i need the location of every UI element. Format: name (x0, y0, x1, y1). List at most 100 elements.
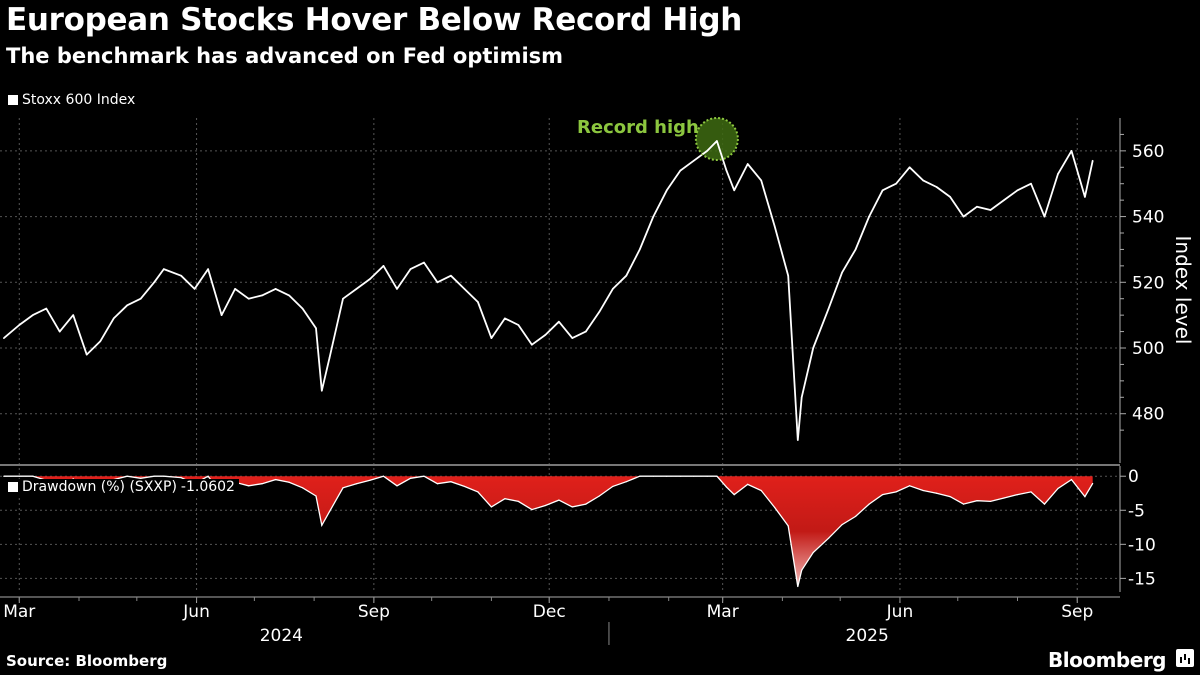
drawdown-point (841, 523, 843, 526)
legend-label: Stoxx 600 Index (22, 92, 136, 108)
stoxx-600-point (315, 327, 317, 330)
stoxx-600-point (1057, 173, 1059, 175)
stoxx-600-point (895, 182, 897, 185)
y-axis-label: Index level (1171, 236, 1195, 345)
stoxx-600-point (665, 189, 668, 192)
axes-layer: 480 500 520 540 560 0 -5 -10 -15 Index level Mar Ju… (0, 118, 1195, 646)
stoxx-600-point (139, 297, 142, 300)
drawdown-point (1084, 496, 1086, 498)
stoxx-600-point (746, 163, 749, 165)
stoxx-600-point (180, 274, 182, 277)
stoxx-600-point (112, 317, 115, 320)
y-tick-label: 480 (1132, 405, 1164, 425)
stoxx-600-point (989, 209, 992, 211)
legend-label: Drawdown (%) (SXXP) (22, 479, 177, 495)
drawdown-point (1043, 503, 1046, 505)
legend-value: -1.0602 (180, 479, 235, 495)
drawdown-point (612, 485, 614, 488)
drawdown-point (396, 485, 398, 487)
stoxx-600-point (463, 288, 466, 290)
stoxx-600-point (18, 324, 21, 326)
drawdown-point (908, 485, 911, 487)
drawdown-point (706, 475, 708, 477)
stoxx-600-point (342, 297, 344, 300)
stoxx-600-point (962, 215, 965, 218)
dd-y-tick-label: -5 (1128, 501, 1145, 521)
drawdown-point (3, 475, 5, 477)
stoxx-600-point (220, 314, 223, 316)
drawdown-point (126, 475, 128, 477)
x-tick-label: Dec (533, 602, 566, 622)
drawdown-point (733, 494, 735, 496)
drawdown-point (935, 492, 938, 494)
stoxx-600-point (423, 261, 425, 264)
stoxx-600-point (153, 281, 155, 284)
stoxx-600-point (868, 215, 870, 218)
stoxx-600-point (58, 330, 61, 333)
stoxx-600-point (733, 189, 736, 192)
drawdown-point (436, 483, 439, 485)
stoxx-600-point (612, 288, 614, 290)
record-high-annotation: Record high (577, 117, 739, 161)
drawdown-point (1016, 494, 1019, 496)
stoxx-600-point (396, 288, 398, 290)
drawdown-point (828, 537, 830, 539)
stoxx-600-point (1030, 182, 1032, 185)
stoxx-600-point (692, 159, 695, 162)
stoxx-600-point (517, 324, 520, 326)
drawdown-point (463, 485, 466, 488)
drawdown-point (153, 475, 155, 477)
drawdown-point (1092, 482, 1094, 485)
stoxx-600-point (949, 196, 951, 198)
drawdown-point (1057, 487, 1059, 490)
stoxx-600-point (760, 179, 762, 182)
drawdown-point (274, 479, 277, 481)
y-tick-label: 500 (1132, 339, 1164, 359)
stoxx-600-point (436, 281, 439, 284)
stoxx-600-point (773, 225, 776, 228)
chart-subtitle: The benchmark has advanced on Fed optimi… (6, 44, 564, 68)
drawdown-point (787, 525, 789, 527)
stoxx-600-point (558, 320, 560, 323)
record-high-marker (694, 117, 739, 161)
stoxx-600-point (544, 334, 547, 336)
stoxx-600-point (193, 288, 196, 290)
drawdown-point (666, 475, 668, 477)
legend-stoxx: Stoxx 600 Index (8, 92, 135, 108)
drawdown-point (207, 475, 209, 477)
stoxx-600-point (355, 288, 358, 290)
drawdown-point (652, 475, 654, 477)
drawdown-point (477, 491, 479, 493)
stoxx-600-point (99, 340, 102, 343)
stoxx-600-point (1043, 215, 1046, 218)
drawdown-point (625, 481, 627, 483)
stoxx-600-point (504, 317, 506, 320)
stoxx-600-point (409, 268, 412, 270)
stoxx-600-point (638, 248, 641, 251)
drawdown-point (544, 504, 546, 507)
drawdown-point (725, 486, 728, 488)
drawdown-point (585, 503, 587, 505)
drawdown-point (423, 475, 425, 477)
dd-y-tick-label: 0 (1128, 467, 1139, 487)
stoxx-600-point (207, 268, 209, 270)
stoxx-600-point (477, 301, 479, 303)
y-tick-label: 560 (1132, 142, 1164, 162)
drawdown-point (382, 475, 385, 477)
legend-swatch (8, 95, 18, 105)
stoxx-600-point (585, 330, 587, 333)
stoxx-600-point (976, 205, 978, 208)
drawdown-point (261, 483, 263, 485)
drawdown-point (571, 506, 573, 508)
stoxx-600-point (652, 215, 655, 218)
drawdown-point (32, 475, 34, 477)
stoxx-600-point (234, 288, 236, 290)
x-tick-label: Mar (3, 602, 35, 622)
chart-icon (1176, 649, 1194, 667)
stoxx-600-point (301, 307, 304, 310)
drawdown-point (895, 491, 897, 493)
stoxx-600-point (288, 294, 290, 297)
x-year-label: 2024 (260, 626, 303, 646)
stoxx-600-point (1084, 196, 1086, 198)
